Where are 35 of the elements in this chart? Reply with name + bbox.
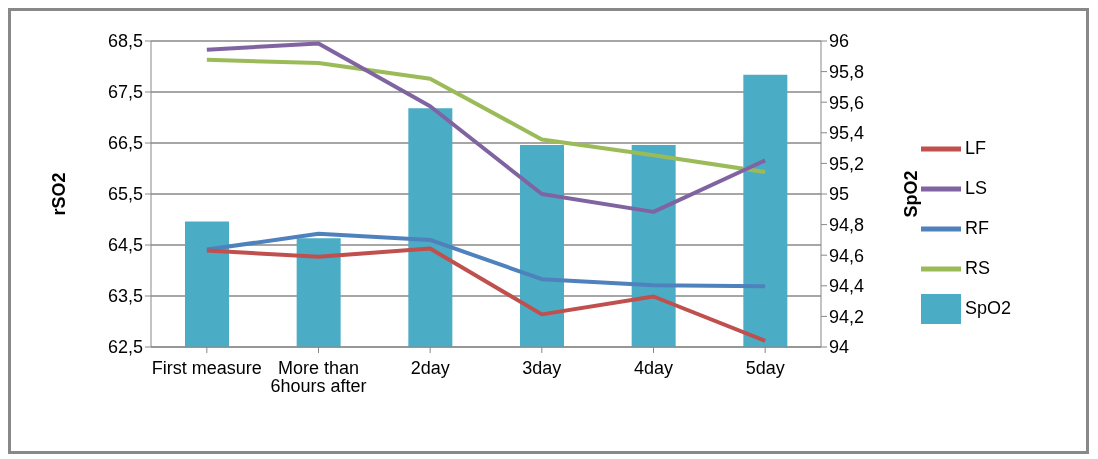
y-tick-label: 65,5 (107, 184, 143, 205)
y2-tick-label: 95,6 (829, 92, 865, 113)
x-tick-label: First measure (151, 357, 262, 378)
y-tick-label: 66,5 (107, 133, 143, 154)
y2-tick-label: 94,2 (829, 306, 865, 327)
y-axis-title: rSO2 (49, 172, 70, 216)
x-tick-label: 2day (410, 357, 450, 378)
y2-tick-label: 94 (829, 337, 850, 358)
y2-tick-label: 95,8 (829, 61, 865, 82)
y-tick-label: 62,5 (107, 337, 143, 358)
x-tick-label: 4day (633, 357, 674, 378)
y-tick-label: 63,5 (107, 286, 143, 307)
x-tick-label: 5day (745, 357, 785, 378)
line-series (204, 246, 768, 343)
legend-label: RF (965, 217, 989, 238)
y2-axis-title: SpO2 (901, 170, 922, 218)
y2-tick-label: 95 (829, 184, 850, 205)
y2-tick-label: 94,6 (829, 245, 865, 266)
y2-tick-label: 94,8 (829, 214, 865, 235)
legend-label: SpO2 (965, 297, 1012, 318)
y2-tick-label: 96 (829, 31, 850, 52)
y2-tick-label: 95,4 (829, 123, 865, 144)
line-series (204, 57, 768, 175)
y-tick-label: 67,5 (107, 82, 143, 103)
y-tick-label: 64,5 (107, 235, 143, 256)
line-series (204, 41, 768, 214)
x-tick-label: 3day (522, 357, 562, 378)
y2-tick-label: 95,2 (829, 153, 865, 174)
legend-label: RS (965, 257, 991, 278)
y-tick-label: 68,5 (107, 31, 143, 52)
y2-tick-label: 94,4 (829, 276, 865, 297)
x-tick-label: More than 6hours after (270, 357, 367, 396)
legend-label: LF (965, 137, 987, 158)
line-series (204, 231, 768, 289)
legend-label: LS (965, 177, 988, 198)
